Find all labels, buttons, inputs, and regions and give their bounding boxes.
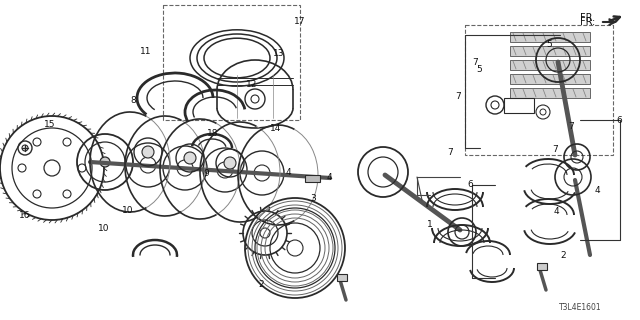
Text: 7: 7: [455, 92, 460, 100]
Text: 7: 7: [473, 58, 478, 67]
Text: 13: 13: [273, 49, 284, 58]
Bar: [337, 274, 347, 281]
Text: 4: 4: [285, 168, 291, 177]
Text: T3L4E1601: T3L4E1601: [559, 303, 602, 313]
Bar: [504, 98, 534, 113]
Text: 7: 7: [552, 145, 557, 154]
Circle shape: [100, 157, 110, 167]
Text: 4: 4: [327, 173, 332, 182]
Text: 10: 10: [122, 206, 134, 215]
Bar: [510, 60, 590, 70]
Circle shape: [224, 157, 236, 169]
Text: 6: 6: [468, 180, 473, 189]
Text: 8: 8: [131, 96, 136, 105]
Text: 7: 7: [569, 122, 574, 131]
Bar: [163, 5, 300, 120]
Text: 2: 2: [259, 280, 264, 289]
Text: 15: 15: [44, 120, 56, 129]
Text: FR.: FR.: [580, 17, 595, 27]
Circle shape: [184, 152, 196, 164]
Bar: [305, 175, 320, 182]
Text: 1: 1: [428, 220, 433, 228]
Bar: [510, 46, 590, 56]
Text: 14: 14: [269, 124, 281, 133]
Circle shape: [142, 146, 154, 158]
Text: 16: 16: [19, 211, 30, 220]
Text: 6: 6: [617, 116, 622, 124]
Text: 3: 3: [311, 194, 316, 203]
Bar: [510, 32, 590, 42]
Text: 18: 18: [207, 129, 218, 138]
Text: FR.: FR.: [580, 13, 595, 23]
Text: 5: 5: [547, 40, 552, 49]
Text: 5: 5: [476, 65, 481, 74]
Bar: [465, 25, 613, 155]
Bar: [510, 74, 590, 84]
Text: 10: 10: [98, 224, 109, 233]
Text: 4: 4: [595, 186, 600, 195]
Text: 7: 7: [447, 148, 452, 156]
Text: 2: 2: [561, 252, 566, 260]
Text: 17: 17: [294, 17, 305, 26]
Text: 12: 12: [246, 80, 257, 89]
Text: 4: 4: [554, 207, 559, 216]
Bar: [510, 88, 590, 98]
Text: 11: 11: [140, 47, 152, 56]
Text: 9: 9: [204, 169, 209, 178]
Bar: [537, 263, 547, 270]
